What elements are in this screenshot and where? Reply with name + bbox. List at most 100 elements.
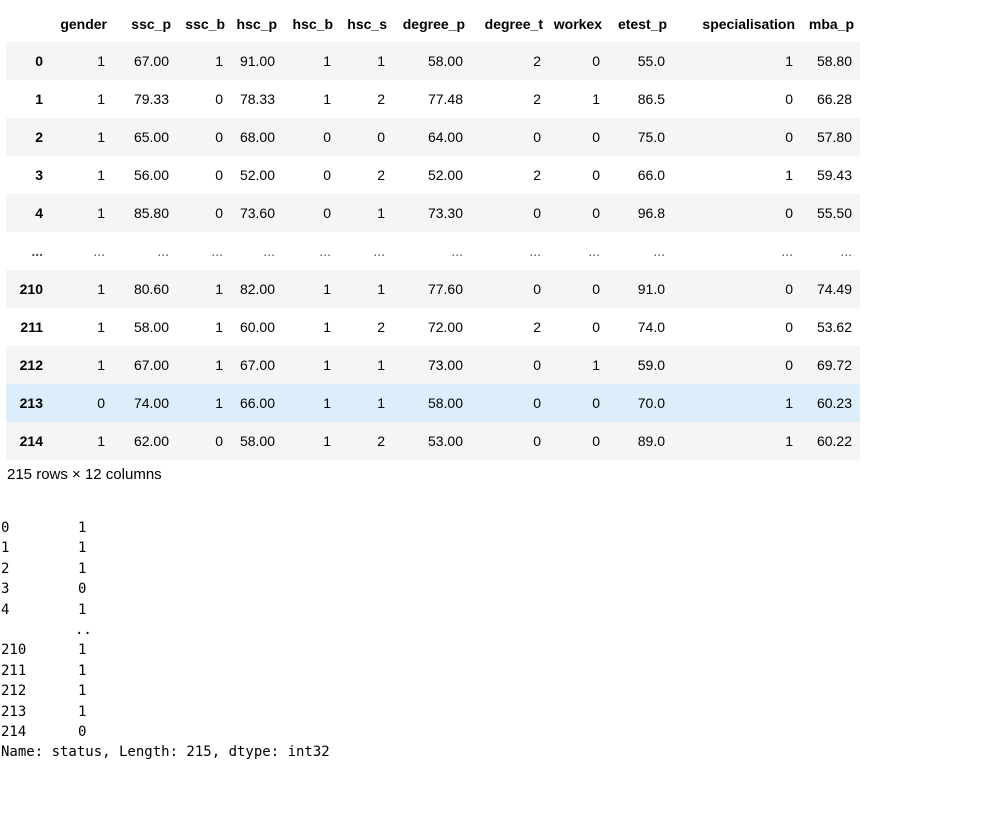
table-row[interactable]: 0 1 67.00 1 91.00 1 1 58.00 2 0 55.0 1 58.80 [6, 42, 860, 80]
table-cell: 70.0 [637, 395, 665, 411]
table-cell: 1 [785, 433, 793, 449]
ellipsis-row[interactable]: ....................................... [6, 232, 860, 270]
table-cell: 1 [377, 395, 385, 411]
table-cell: 0 [97, 395, 105, 411]
table-cell: 53.00 [427, 433, 463, 449]
table-cell: 0 [785, 357, 793, 373]
table-row[interactable]: 4 1 85.80 0 73.60 0 1 73.30 0 0 96.8 0 55.50 [6, 194, 860, 232]
table-cell: ... [93, 243, 105, 259]
table-row[interactable]: 211 1 58.00 1 60.00 1 2 72.00 2 0 74.0 0 53.62 [6, 308, 860, 346]
table-cell: 1 [785, 395, 793, 411]
table-cell: 0 [785, 91, 793, 107]
table-cell: 1 [323, 357, 331, 373]
table-cell: 0 [785, 319, 793, 335]
table-cell: 91.0 [637, 281, 665, 297]
row-index: ... [31, 243, 43, 259]
series-line: 211 1 [1, 661, 330, 681]
table-row[interactable]: 214 1 62.00 0 58.00 1 2 53.00 0 0 89.0 1 60.22 [6, 422, 860, 460]
table-cell: 74.49 [816, 281, 852, 297]
table-row[interactable]: 2 1 65.00 0 68.00 0 0 64.00 0 0 75.0 0 57.80 [6, 118, 860, 156]
table-cell: 1 [592, 91, 600, 107]
series-line: 213 1 [1, 702, 330, 722]
table-cell: 0 [533, 205, 541, 221]
series-index: 211 [1, 662, 27, 679]
series-value: 0 [78, 724, 87, 741]
table-cell: 0 [323, 129, 331, 145]
table-cell: 0 [592, 129, 600, 145]
series-index: 4 [1, 601, 10, 618]
table-cell: 1 [97, 53, 105, 69]
table-cell: 1 [215, 357, 223, 373]
series-index: 212 [1, 683, 27, 700]
table-cell: 52.00 [239, 167, 275, 183]
column-header: ssc_p [131, 16, 171, 32]
table-cell: 1 [97, 357, 105, 373]
table-cell: 1 [785, 53, 793, 69]
index-header [6, 6, 51, 42]
table-cell: 1 [97, 205, 105, 221]
table-cell: 1 [97, 91, 105, 107]
table-cell: 77.48 [427, 91, 463, 107]
table-cell: 1 [377, 53, 385, 69]
table-cell: ... [263, 243, 275, 259]
column-header: gender [60, 16, 107, 32]
table-cell: 0 [592, 395, 600, 411]
table-cell: 60.22 [816, 433, 852, 449]
table-cell: 60.23 [816, 395, 852, 411]
table-cell: 0 [533, 433, 541, 449]
table-cell: 2 [533, 319, 541, 335]
table-row[interactable]: 212 1 67.00 1 67.00 1 1 73.00 0 1 59.0 0 69.72 [6, 346, 860, 384]
table-body: 0 1 67.00 1 91.00 1 1 58.00 2 0 55.0 1 58.80 1 1 79.33 0… [6, 42, 860, 460]
table-cell: ... [653, 243, 665, 259]
table-cell: 67.00 [239, 357, 275, 373]
table-cell: ... [529, 243, 541, 259]
series-index: 210 [1, 642, 27, 659]
table-cell: 0 [592, 167, 600, 183]
table-cell: 1 [377, 281, 385, 297]
series-line: 210 1 [1, 640, 330, 660]
table-cell: 1 [323, 53, 331, 69]
table-cell: 73.30 [427, 205, 463, 221]
table-cell: 91.00 [239, 53, 275, 69]
table-cell: 82.00 [239, 281, 275, 297]
dataframe-output: gender ssc_p ssc_b hsc_p hsc_b hsc_s degree_p d… [6, 6, 860, 460]
table-cell: ... [451, 243, 463, 259]
table-cell: 1 [215, 53, 223, 69]
series-index: 1 [1, 540, 10, 557]
table-row[interactable]: 1 1 79.33 0 78.33 1 2 77.48 2 1 86.5 0 66.28 [6, 80, 860, 118]
table-cell: 58.00 [239, 433, 275, 449]
table-cell: 0 [592, 53, 600, 69]
table-cell: 78.33 [239, 91, 275, 107]
table-cell: 2 [377, 167, 385, 183]
column-header: degree_t [484, 16, 543, 32]
table-cell: 0 [215, 205, 223, 221]
column-header: workex [553, 16, 602, 32]
table-cell: 0 [785, 281, 793, 297]
table-row[interactable]: 213 0 74.00 1 66.00 1 1 58.00 0 0 70.0 1 60.23 [6, 384, 860, 422]
column-header: etest_p [617, 16, 667, 32]
table-cell: 65.00 [133, 129, 169, 145]
table-cell: 1 [592, 357, 600, 373]
table-cell: 62.00 [133, 433, 169, 449]
row-index: 4 [35, 205, 43, 221]
table-cell: 52.00 [427, 167, 463, 183]
table-cell: 2 [377, 319, 385, 335]
table-cell: 66.28 [816, 91, 852, 107]
table-cell: 64.00 [427, 129, 463, 145]
table-cell: 74.00 [133, 395, 169, 411]
table-cell: 1 [215, 395, 223, 411]
table-cell: 66.00 [239, 395, 275, 411]
series-value: 0 [78, 581, 87, 598]
table-cell: 2 [533, 167, 541, 183]
dataframe-table: gender ssc_p ssc_b hsc_p hsc_b hsc_s degree_p d… [6, 6, 860, 460]
series-value: 1 [78, 683, 87, 700]
table-cell: 0 [533, 395, 541, 411]
table-row[interactable]: 3 1 56.00 0 52.00 0 2 52.00 2 0 66.0 1 59.43 [6, 156, 860, 194]
table-cell: 75.0 [637, 129, 665, 145]
series-value: 1 [78, 662, 87, 679]
table-row[interactable]: 210 1 80.60 1 82.00 1 1 77.60 0 0 91.0 0 74.49 [6, 270, 860, 308]
table-cell: 0 [377, 129, 385, 145]
table-cell: 79.33 [133, 91, 169, 107]
row-index: 2 [35, 129, 43, 145]
